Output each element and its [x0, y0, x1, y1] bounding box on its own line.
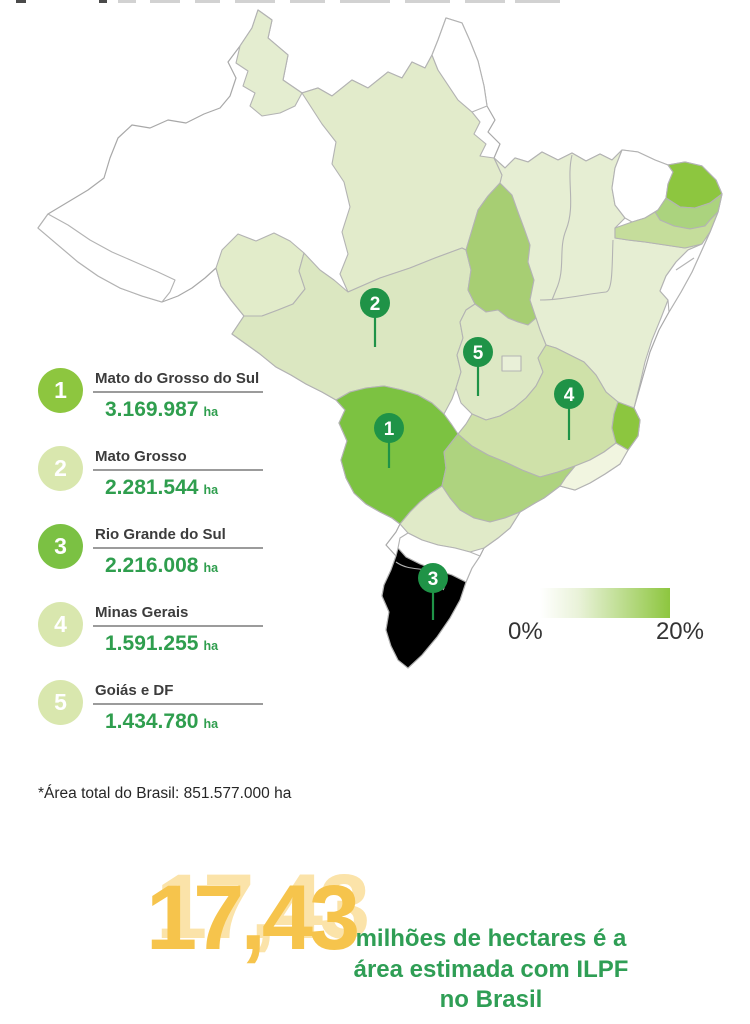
- map-marker-5: 5: [463, 337, 493, 396]
- footnote-total-area: *Área total do Brasil: 851.577.000 ha: [38, 785, 292, 802]
- ranking-legend: 1 Mato do Grosso do Sul 3.169.987 ha 2 Ma…: [38, 368, 278, 760]
- svg-text:1: 1: [384, 419, 395, 440]
- svg-text:4: 4: [564, 385, 575, 406]
- legend-row-4: 4 Minas Gerais 1.591.255 ha: [38, 602, 278, 655]
- state-name: Mato do Grosso do Sul: [95, 370, 260, 387]
- state-pernambuco: [614, 211, 719, 249]
- legend-row-2: 2 Mato Grosso 2.281.544 ha: [38, 446, 278, 499]
- highlight-text: milhões de hectares é a área estimada co…: [350, 924, 632, 1016]
- highlight-number-shadow: 17,43: [156, 856, 370, 958]
- highlight-text-line1: milhões de hectares é a: [355, 925, 627, 952]
- divider: [93, 391, 263, 393]
- border-piaui-bahia: [539, 239, 614, 301]
- state-name: Goiás e DF: [95, 682, 174, 699]
- area-unit: ha: [203, 405, 219, 419]
- area-unit: ha: [203, 483, 219, 497]
- map-marker-1: 1: [374, 413, 404, 468]
- map-marker-3: 3: [418, 563, 448, 620]
- color-scale-labels: 0% 20%: [508, 618, 704, 646]
- svg-text:2: 2: [370, 294, 381, 315]
- state-acre: [37, 213, 176, 303]
- legend-row-5: 5 Goiás e DF 1.434.780 ha: [38, 680, 278, 733]
- area-unit: ha: [203, 717, 219, 731]
- state-distrito-federal: [501, 355, 522, 372]
- divider: [93, 547, 263, 549]
- highlight-text-line2: área estimada com ILPF: [353, 955, 629, 983]
- area-unit: ha: [203, 639, 219, 653]
- state-parana: [399, 485, 521, 553]
- area-value: 2.281.544: [105, 476, 199, 499]
- divider: [93, 625, 263, 627]
- legend-row-1: 1 Mato do Grosso do Sul 3.169.987 ha: [38, 368, 278, 421]
- rank-1-badge: 1: [38, 368, 83, 413]
- svg-text:3: 3: [428, 569, 439, 590]
- area-value: 3.169.987: [105, 398, 199, 421]
- state-name: Mato Grosso: [95, 448, 187, 465]
- area-unit: ha: [203, 561, 219, 575]
- divider: [93, 469, 263, 471]
- highlight-number: 17,43 17,43: [146, 856, 370, 969]
- area-value: 1.591.255: [105, 632, 199, 655]
- border-maranhao-piaui: [551, 154, 573, 301]
- state-name: Minas Gerais: [95, 604, 189, 621]
- color-scale-bar: [540, 588, 670, 618]
- highlight-text-line3: no Brasil: [439, 986, 543, 1014]
- rank-5-badge: 5: [38, 680, 83, 725]
- area-value: 2.216.008: [105, 554, 199, 577]
- map-marker-4: 4: [554, 379, 584, 440]
- state-alagoas-sergipe: [659, 231, 711, 313]
- brazil-choropleth-map: 1 2 3 4 5: [37, 9, 723, 669]
- area-value: 1.434.780: [105, 710, 199, 733]
- map-marker-2: 2: [360, 288, 390, 347]
- cropped-text-fragment: [0, 0, 750, 5]
- state-amapa: [431, 17, 488, 113]
- scale-min-label: 0%: [508, 618, 543, 645]
- legend-row-3: 3 Rio Grande do Sul 2.216.008 ha: [38, 524, 278, 577]
- state-rondonia: [215, 232, 306, 317]
- scale-max-label: 20%: [655, 618, 704, 645]
- state-rio-de-janeiro: [559, 442, 629, 491]
- svg-text:5: 5: [473, 343, 484, 364]
- state-roraima: [235, 9, 303, 117]
- rank-4-badge: 4: [38, 602, 83, 647]
- border-alagoas-sergipe: [675, 257, 695, 271]
- state-name: Rio Grande do Sul: [95, 526, 226, 543]
- rank-3-badge: 3: [38, 524, 83, 569]
- rank-2-badge: 2: [38, 446, 83, 491]
- divider: [93, 703, 263, 705]
